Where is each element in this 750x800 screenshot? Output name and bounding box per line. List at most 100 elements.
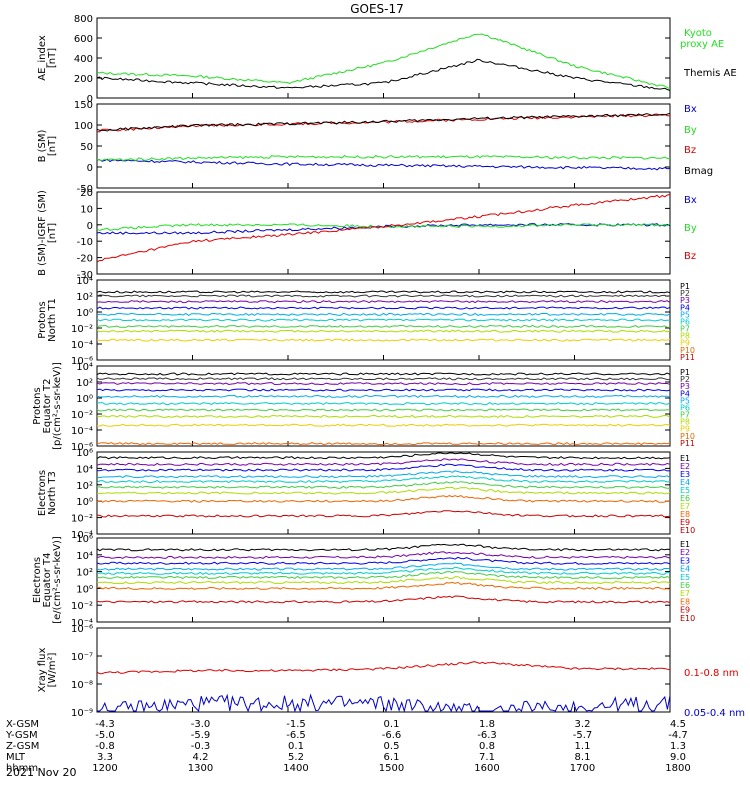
legend-entry: P4 <box>680 389 690 398</box>
legend-entry: P7 <box>680 325 690 334</box>
series-line <box>96 423 671 427</box>
legend-entry: E4 <box>680 565 690 574</box>
legend-entry: P11 <box>680 439 695 448</box>
legend-entry: E7 <box>680 502 690 511</box>
legend-entry: P1 <box>680 282 690 291</box>
y-tick-label: 10⁻⁶ <box>71 356 93 367</box>
series-line <box>96 551 671 559</box>
ephem-value: 3.2 <box>575 719 591 730</box>
series-line <box>96 329 671 333</box>
y-tick-label: 10⁴ <box>76 362 93 373</box>
series-line <box>96 338 671 342</box>
y-tick-label: 10² <box>76 378 93 389</box>
y-tick-label: 10⁴ <box>76 464 93 475</box>
legend-entry: Bmag <box>684 166 713 177</box>
ephem-value: 0.1 <box>384 719 400 730</box>
panel-bigrf: 20 10 0 -10 -20 -30 B (SM)-IGRF (SM)[nT] Bx By Bz <box>37 188 697 281</box>
y-tick-label: 10 <box>80 204 93 215</box>
series-line <box>96 414 671 418</box>
series-line <box>96 112 671 132</box>
y-axis-label: ProtonsNorth T1 <box>37 298 58 342</box>
legend-entry: P9 <box>680 339 690 348</box>
panel-frame <box>96 365 671 447</box>
ephem-value: -4.3 <box>95 719 115 730</box>
ephem-value: 1.8 <box>479 719 495 730</box>
legend-entry: P4 <box>680 303 690 312</box>
ephem-value: -6.6 <box>382 730 402 741</box>
legend-entry: 0.1-0.8 nm <box>684 668 739 679</box>
y-tick-label: 10⁰ <box>76 584 93 595</box>
ephem-row-label: Y-GSM <box>5 730 38 741</box>
ephem-value: 0.1 <box>288 741 304 752</box>
legend-entry: E8 <box>680 597 690 606</box>
series-line <box>96 158 671 171</box>
y-tick-label: 10⁻⁴ <box>71 426 93 437</box>
ephem-value: -5.9 <box>191 730 211 741</box>
panel-frame <box>96 17 671 99</box>
ephem-value: 6.1 <box>384 752 400 763</box>
ephem-value: 1700 <box>570 763 595 774</box>
series-line <box>96 556 671 565</box>
panel-xray: 10⁻⁶ 10⁻⁷ 10⁻⁸ 10⁻⁹ Xray flux[W/m²] 0.1-0.8 n… <box>37 624 745 719</box>
legend-entry: P2 <box>680 375 690 384</box>
legend-entry: E9 <box>680 518 690 527</box>
legend-entry: E1 <box>680 454 690 463</box>
legend-entry: E10 <box>680 614 695 623</box>
y-tick-label: 10⁻⁴ <box>71 618 93 629</box>
ephem-value: -6.3 <box>477 730 497 741</box>
y-tick-label: 10⁴ <box>76 276 93 287</box>
y-tick-label: 800 <box>74 14 93 25</box>
panel-bsm: 150 100 50 0 -50 B (SM)[nT] Bx By Bz Bmag <box>37 100 713 195</box>
legend-entry: P11 <box>680 353 695 362</box>
y-axis-label: ProtonsEquator T2[p/(cm²-s-sr-keV)] <box>32 362 63 450</box>
y-tick-label: 10² <box>76 568 93 579</box>
legend-entry: P6 <box>680 317 690 326</box>
series-line <box>96 402 671 406</box>
series-line <box>97 693 671 713</box>
ephem-value: 5.2 <box>288 752 304 763</box>
panel-ae: 800 600 400 200 0 AE_index[nT] Kyoto proxy AE Th… <box>37 14 737 105</box>
legend-entry: P3 <box>680 382 690 391</box>
series-line <box>96 595 671 604</box>
legend-entry: E7 <box>680 589 690 598</box>
legend-entry: P1 <box>680 368 690 377</box>
series-line <box>96 661 671 675</box>
series-line <box>96 581 671 591</box>
series-line <box>96 372 671 376</box>
ephem-value: 4.5 <box>670 719 686 730</box>
y-tick-label: 10⁻⁶ <box>71 624 93 635</box>
series-line <box>96 458 671 466</box>
series-line <box>96 324 670 328</box>
series-line <box>96 470 671 479</box>
y-tick-label: -20 <box>77 254 93 265</box>
series-line <box>96 570 671 580</box>
y-tick-label: 0 <box>87 163 93 174</box>
series-line <box>96 154 671 162</box>
legend-entry: P10 <box>680 432 695 441</box>
legend-entry: P9 <box>680 425 690 434</box>
series-line <box>96 452 671 460</box>
ephem-value: 1400 <box>283 763 308 774</box>
ephem-value: -0.3 <box>191 741 211 752</box>
y-axis-label: ElectronsEquator T4[e/(cm²-s-sr-keV)] <box>32 536 63 624</box>
series-line <box>96 394 671 398</box>
ephem-value: 9.0 <box>670 752 686 763</box>
legend-entry: E4 <box>680 478 690 487</box>
legend-entry: E10 <box>680 526 695 535</box>
y-axis-label: Xray flux[W/m²] <box>37 648 58 693</box>
series-line <box>96 495 671 503</box>
series-line <box>96 223 671 235</box>
series-line <box>96 475 671 484</box>
panel-ee: 10⁶ 10⁴ 10² 10⁰ 10⁻² 10⁻⁴ ElectronsEquator T4[… <box>32 534 695 629</box>
y-tick-label: 10⁻⁸ <box>71 680 93 691</box>
y-axis-label: AE_index[nT] <box>37 35 58 81</box>
y-tick-label: 0 <box>87 221 93 232</box>
legend-entry: P10 <box>680 346 695 355</box>
ephem-value: 4.2 <box>193 752 209 763</box>
legend-entry: P5 <box>680 396 690 405</box>
y-tick-label: 10⁻⁷ <box>71 652 93 663</box>
series-line <box>96 318 671 322</box>
